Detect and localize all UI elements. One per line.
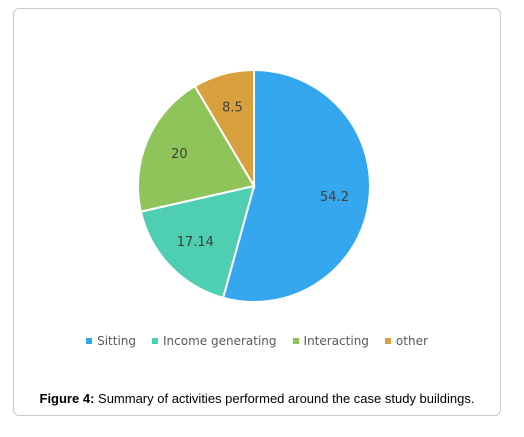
caption-text: Summary of activities performed around t… bbox=[94, 391, 475, 406]
legend-item-sitting: Sitting bbox=[86, 334, 136, 348]
legend-label-sitting: Sitting bbox=[97, 334, 137, 348]
legend-swatch-sitting bbox=[86, 338, 93, 344]
data-label-income-generating: 17.14 bbox=[177, 235, 214, 250]
legend-label-income-generating: Income generating bbox=[163, 334, 277, 348]
figure-frame: 54.2 17.14 20 8.5 Sitting Income generating I… bbox=[13, 8, 501, 416]
legend-item-interacting: Interacting bbox=[292, 334, 369, 348]
caption-label: Figure 4: bbox=[39, 391, 95, 406]
pie-slice-income-generating bbox=[139, 184, 256, 300]
legend-label-interacting: Interacting bbox=[303, 334, 369, 348]
legend-item-income-generating: Income generating bbox=[152, 334, 277, 348]
pie-chart: 54.2 17.14 20 8.5 bbox=[137, 68, 371, 303]
legend-swatch-income-generating bbox=[152, 338, 159, 344]
data-label-sitting: 54.2 bbox=[320, 190, 349, 205]
figure-caption: Figure 4: Summary of activities performe… bbox=[14, 391, 500, 406]
pie-slice-interacting bbox=[137, 84, 256, 213]
legend-swatch-interacting bbox=[292, 338, 299, 344]
pie-slice-other bbox=[193, 68, 255, 190]
legend-item-other: other bbox=[384, 334, 428, 348]
legend-label-other: other bbox=[395, 334, 428, 348]
data-label-interacting: 20 bbox=[171, 147, 188, 162]
legend-swatch-other bbox=[384, 338, 391, 344]
data-label-other: 8.5 bbox=[222, 101, 243, 116]
chart-legend: Sitting Income generating Interacting other bbox=[14, 334, 500, 348]
pie-slice-sitting bbox=[221, 68, 371, 303]
